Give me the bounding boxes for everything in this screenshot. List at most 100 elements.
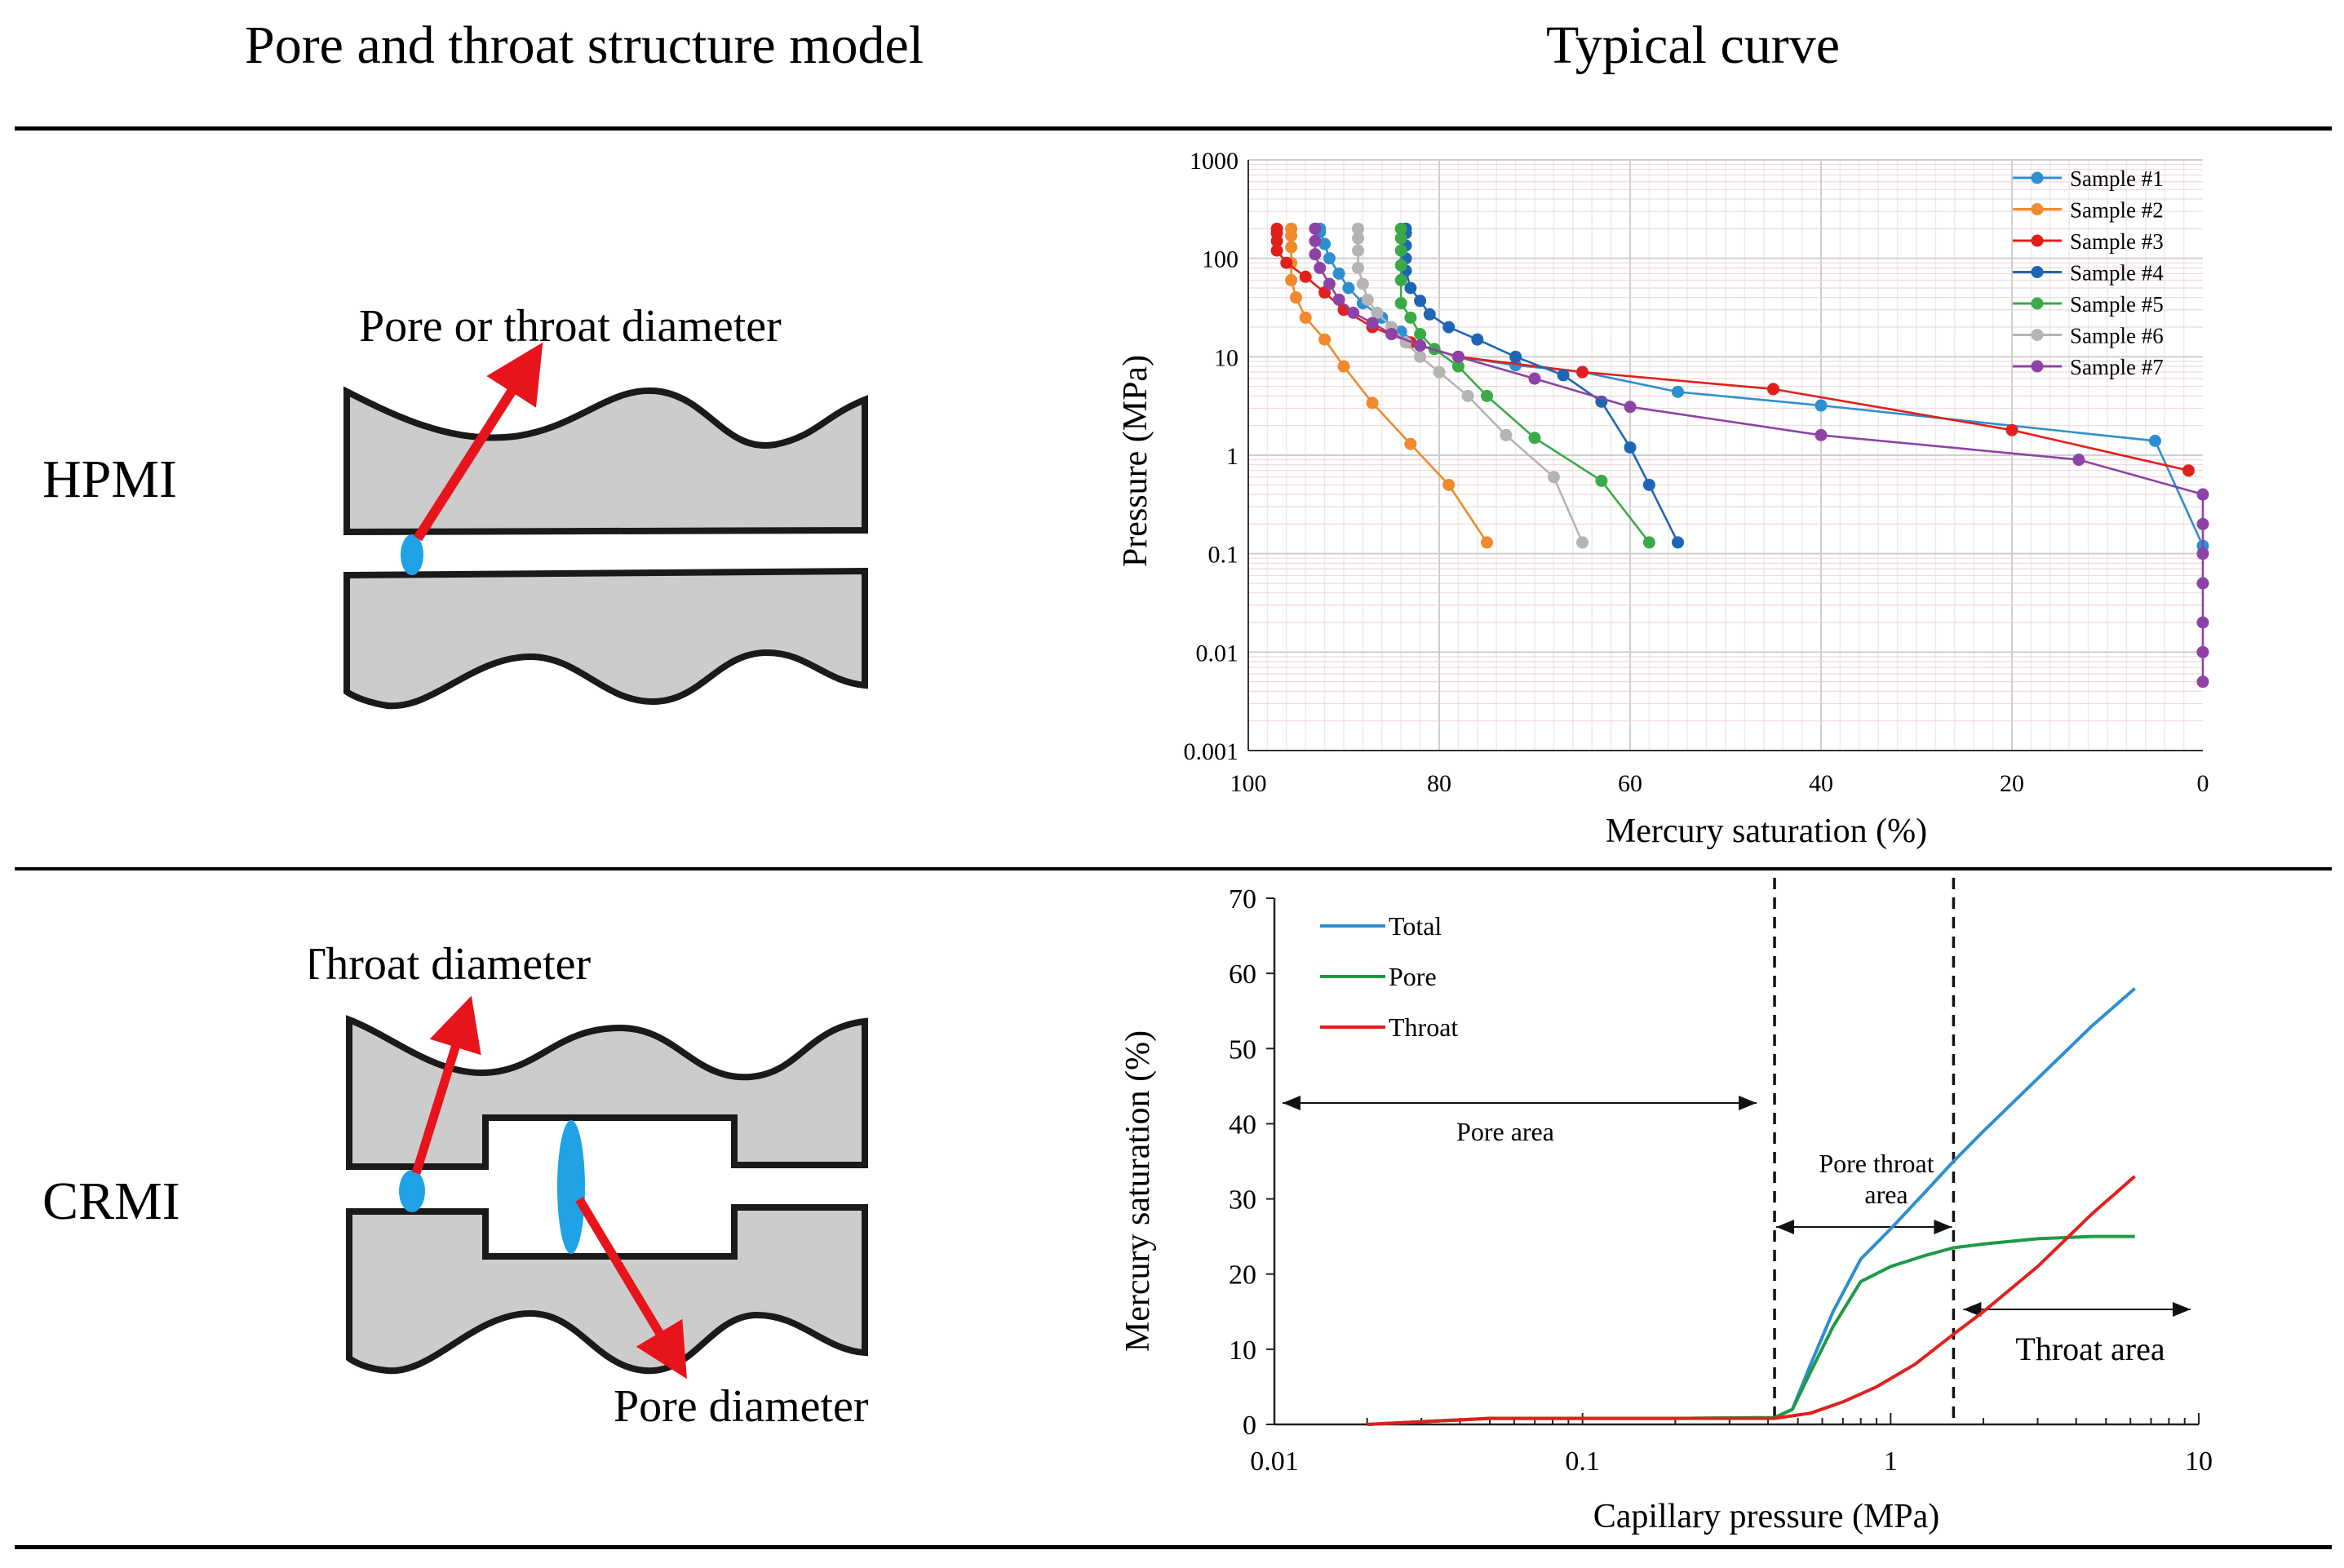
- lower-grain: [343, 567, 868, 710]
- c1-xtick-label: 80: [1427, 770, 1451, 797]
- c1-legend-marker-3: [2031, 234, 2044, 247]
- c2-series-line-throat: [1367, 1175, 2136, 1426]
- c1-point-sample-2: [1337, 360, 1350, 373]
- c1-point-sample-4: [1423, 308, 1436, 321]
- c1-point-sample-7: [1414, 339, 1427, 352]
- c1-point-sample-4: [1442, 321, 1456, 334]
- c1-legend-label-5: Sample #5: [2070, 292, 2164, 317]
- c1-point-sample-3: [1270, 222, 1283, 235]
- c1-point-sample-1: [1342, 281, 1355, 295]
- c1-point-sample-6: [1576, 536, 1589, 549]
- c1-point-sample-7: [1332, 293, 1345, 306]
- c2-ytick-label: 20: [1229, 1260, 1256, 1291]
- c1-point-sample-3: [2005, 423, 2018, 436]
- c1-point-sample-5: [1451, 360, 1464, 373]
- c1-legend: Sample #1 Sample #2 Sample #3 Sample #4 Samp…: [2013, 166, 2164, 379]
- crmi-mercury-saturation-chart: 0 10 20 30 40 50 60 70 0.01 0.1 1 10 Total Pore Throa…: [1119, 877, 2213, 1535]
- c1-xtick-label: 0: [2197, 770, 2209, 797]
- c2-legend: Total Pore Throat: [1320, 911, 1458, 1042]
- header-model: Pore and throat structure model: [245, 16, 924, 75]
- c1-legend-label-4: Sample #4: [2070, 261, 2164, 286]
- c2-arrow-pore-throat-area-head-left: [1776, 1220, 1795, 1234]
- c2-arrow-throat-area-head-right: [2173, 1302, 2191, 1317]
- c1-point-sample-6: [1352, 232, 1365, 245]
- c1-point-sample-4: [1672, 536, 1684, 549]
- c1-xlabel: Mercury saturation (%): [1606, 813, 1927, 850]
- c1-point-sample-2: [1285, 241, 1298, 254]
- c1-ylabel: Pressure (MPa): [1117, 355, 1154, 567]
- c1-point-sample-7: [2196, 645, 2209, 658]
- hpmi-pore-throat-diagram: Pore or throat diameter: [343, 301, 868, 710]
- c2-xtick-label: 10: [2185, 1446, 2213, 1477]
- c2-xtick-label: 0.01: [1250, 1446, 1299, 1477]
- c1-axes: 1000 100 10 1 0.1 0.01 0.001 100 80 60 40 20 0: [1184, 148, 2209, 797]
- c1-point-sample-7: [1323, 277, 1336, 290]
- c1-point-sample-3: [1299, 270, 1312, 283]
- c2-ylabel: Mercury saturation (%): [1119, 1030, 1157, 1352]
- pore-diameter-arrow: [575, 1197, 687, 1380]
- c2-ytick-label: 10: [1229, 1335, 1256, 1366]
- c1-series-line-7: [1314, 228, 2204, 682]
- c1-point-sample-7: [2072, 454, 2085, 467]
- c1-point-sample-3: [1767, 383, 1779, 396]
- c1-ytick-label: 1000: [1190, 148, 1238, 175]
- c2-ytick-label: 70: [1229, 884, 1256, 915]
- c1-point-sample-7: [2196, 675, 2209, 689]
- c1-point-sample-4: [1414, 295, 1427, 308]
- c2-ytick-label: 0: [1243, 1411, 1256, 1441]
- c1-point-sample-2: [1290, 291, 1302, 304]
- c2-ytick-label: 60: [1229, 959, 1256, 990]
- c1-legend-label-1: Sample #1: [2070, 166, 2164, 191]
- annotation-throat-diameter: Throat diameter: [310, 939, 592, 990]
- c1-point-sample-5: [1394, 244, 1407, 257]
- c1-point-sample-7: [2196, 547, 2209, 560]
- c1-point-sample-7: [2196, 488, 2209, 501]
- c1-point-sample-2: [1285, 222, 1298, 235]
- c1-point-sample-3: [2182, 464, 2195, 477]
- c1-point-sample-6: [1433, 365, 1446, 379]
- c1-series-line-4: [1404, 228, 1679, 543]
- c1-ytick-label: 100: [1202, 246, 1238, 273]
- c1-ytick-label: 10: [1214, 344, 1238, 371]
- c1-point-sample-6: [1371, 306, 1384, 319]
- c1-legend-marker-4: [2031, 266, 2044, 278]
- c1-point-sample-3: [1280, 256, 1293, 269]
- c1-point-sample-5: [1394, 259, 1407, 272]
- c1-point-sample-7: [1347, 306, 1360, 319]
- upper-grain: [343, 386, 868, 536]
- row-label-hpmi: HPMI: [42, 450, 178, 509]
- c1-point-sample-5: [1394, 297, 1407, 310]
- c1-point-sample-7: [1528, 372, 1541, 385]
- annotation-pore-diameter: Pore diameter: [614, 1381, 869, 1432]
- c1-ytick-label: 0.001: [1184, 738, 1239, 765]
- c1-point-sample-2: [1299, 311, 1312, 324]
- c1-point-sample-4: [1642, 478, 1655, 491]
- c1-point-sample-1: [1814, 399, 1828, 412]
- c1-legend-label-7: Sample #7: [2070, 355, 2164, 379]
- c1-point-sample-6: [1352, 222, 1365, 235]
- c1-point-sample-6: [1500, 428, 1513, 441]
- crmi-lower-grain: [346, 1204, 868, 1375]
- c2-axes: 0 10 20 30 40 50 60 70 0.01 0.1 1 10: [1229, 884, 2213, 1477]
- c1-point-sample-7: [1366, 317, 1379, 330]
- c1-point-sample-2: [1318, 333, 1332, 346]
- c2-xtick-label: 0.1: [1565, 1446, 1600, 1477]
- top-rule: [15, 126, 2332, 131]
- c2-region-label-pore-area: Pore area: [1456, 1117, 1554, 1146]
- c1-point-sample-7: [1314, 261, 1327, 274]
- c1-point-sample-5: [1394, 273, 1407, 286]
- c2-legend-label-total: Total: [1389, 911, 1442, 941]
- c1-point-sample-4: [1509, 350, 1522, 363]
- c1-point-sample-5: [1528, 432, 1541, 445]
- c1-ytick-label: 0.1: [1208, 542, 1239, 569]
- c1-legend-marker-5: [2031, 297, 2044, 310]
- c1-point-sample-6: [1352, 261, 1365, 274]
- c1-point-sample-1: [1509, 359, 1522, 372]
- c1-point-sample-4: [1557, 369, 1570, 382]
- c1-legend-marker-6: [2031, 329, 2044, 341]
- c1-series-line-6: [1357, 228, 1584, 543]
- c2-ytick-label: 30: [1229, 1185, 1256, 1216]
- c1-point-sample-1: [2149, 434, 2161, 447]
- c1-point-sample-6: [1352, 244, 1365, 257]
- c2-ytick-label: 50: [1229, 1034, 1256, 1065]
